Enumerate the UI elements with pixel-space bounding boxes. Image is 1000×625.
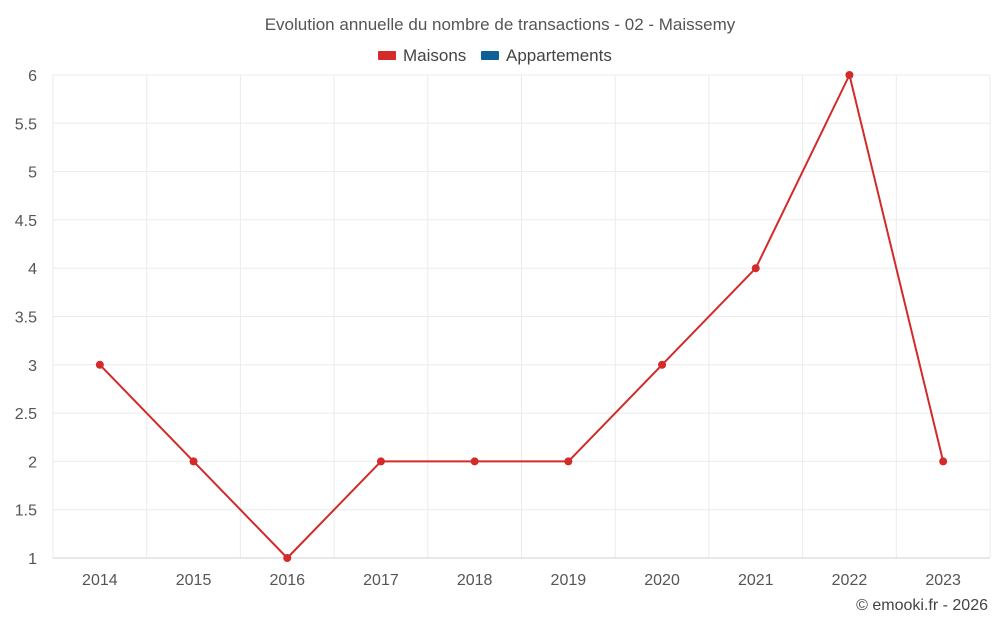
x-tick-label: 2023 [925,572,961,589]
legend-label-maisons: Maisons [403,46,466,65]
x-tick-label: 2016 [269,572,305,589]
data-point-maisons-2020[interactable] [658,360,667,369]
x-tick-label: 2022 [832,572,868,589]
credit-text: © emooki.fr - 2026 [856,597,988,614]
chart-title: Evolution annuelle du nombre de transact… [265,15,736,34]
data-point-maisons-2022[interactable] [845,71,854,79]
data-point-maisons-2018[interactable] [470,457,479,466]
y-tick-label: 3.5 [15,310,37,327]
y-tick-label: 3 [28,358,37,375]
data-point-maisons-2016[interactable] [283,554,292,562]
x-tick-label: 2020 [644,572,680,589]
x-tick-label: 2014 [82,572,118,589]
x-tick-label: 2015 [176,572,212,589]
data-point-maisons-2015[interactable] [189,457,198,466]
x-tick-label: 2019 [551,572,587,589]
data-point-maisons-2017[interactable] [376,457,385,466]
y-tick-label: 1 [28,551,37,568]
x-axis-ticks: 2014 2015 2016 2017 2018 2019 2020 2021 2022 2023 [82,572,961,589]
x-tick-label: 2018 [457,572,493,589]
x-tick-label: 2021 [738,572,774,589]
y-tick-label: 5 [28,165,37,182]
y-tick-label: 4.5 [15,213,37,230]
y-tick-label: 6 [28,68,37,85]
y-axis-ticks: 1 1.5 2 2.5 3 3.5 4 4.5 5 5.5 6 [15,68,37,568]
y-tick-label: 5.5 [15,116,37,133]
y-tick-label: 1.5 [15,503,37,520]
data-point-maisons-2021[interactable] [751,264,760,273]
legend-label-appartements: Appartements [506,46,612,65]
y-tick-label: 4 [28,261,37,278]
data-point-maisons-2014[interactable] [95,360,104,369]
legend-swatch-maisons [378,51,396,60]
legend-swatch-appartements [481,51,499,60]
data-point-maisons-2019[interactable] [564,457,573,466]
legend-item-maisons[interactable]: Maisons [378,46,466,65]
series-line-maisons [99,74,945,559]
legend-item-appartements[interactable]: Appartements [481,46,612,65]
y-tick-label: 2 [28,454,37,471]
legend: Maisons Appartements [378,46,612,65]
x-tick-label: 2017 [363,572,399,589]
data-point-maisons-2023[interactable] [939,457,948,466]
series-maisons [95,71,948,562]
y-tick-label: 2.5 [15,406,37,423]
